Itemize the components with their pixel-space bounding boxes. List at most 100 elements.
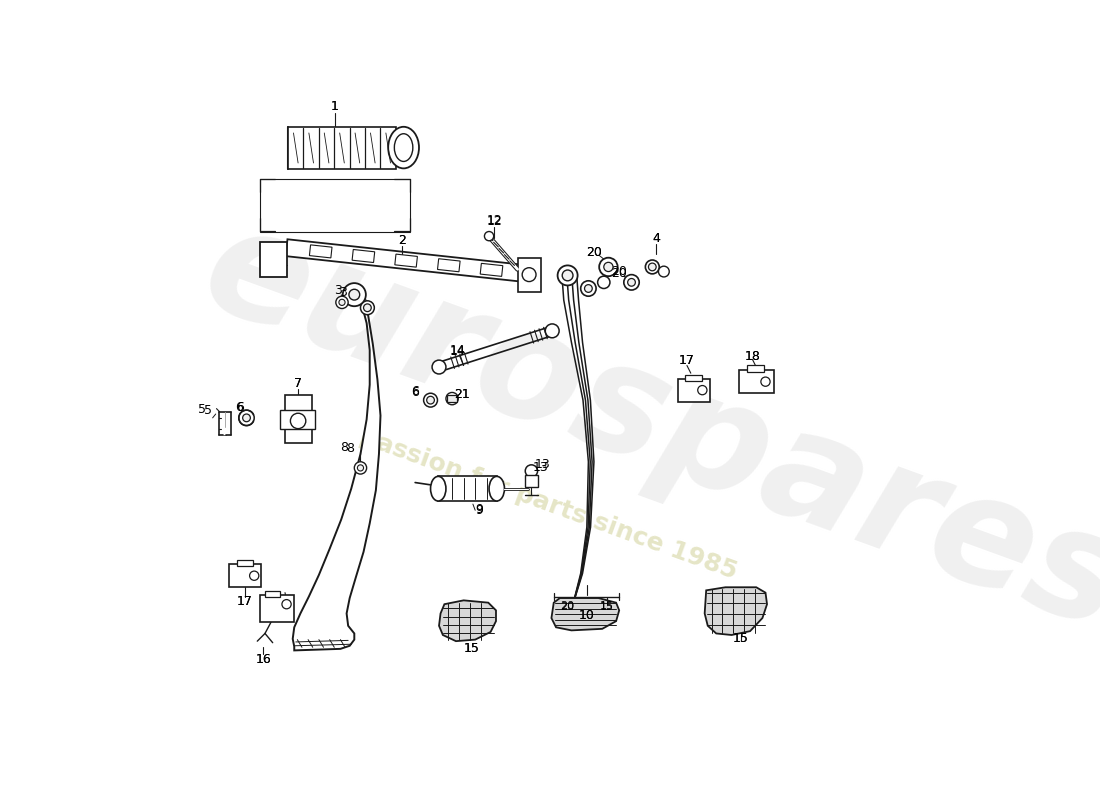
Ellipse shape [490, 476, 505, 501]
Text: 10: 10 [579, 610, 595, 622]
Bar [260, 595, 295, 622]
Bar [260, 242, 286, 277]
Circle shape [290, 414, 306, 429]
Text: 6: 6 [411, 385, 419, 398]
Text: 10: 10 [579, 610, 595, 622]
Bar [288, 126, 396, 169]
Circle shape [697, 386, 707, 394]
Bar [438, 476, 497, 501]
Circle shape [546, 324, 559, 338]
Polygon shape [551, 598, 619, 630]
Ellipse shape [395, 134, 412, 162]
Text: 15: 15 [463, 642, 480, 655]
Bar [739, 370, 774, 394]
Text: 15: 15 [733, 632, 749, 646]
Polygon shape [481, 263, 503, 276]
Circle shape [336, 296, 349, 309]
Bar [517, 258, 541, 292]
Ellipse shape [388, 127, 419, 168]
Circle shape [604, 262, 613, 271]
Text: 9: 9 [475, 504, 483, 517]
Text: 2: 2 [398, 234, 406, 247]
Text: 3: 3 [339, 286, 346, 299]
Circle shape [597, 276, 609, 289]
Text: 8: 8 [345, 442, 354, 455]
Bar [260, 179, 409, 231]
Text: 13: 13 [535, 458, 550, 470]
Circle shape [562, 270, 573, 281]
Text: 15: 15 [600, 602, 614, 611]
Bar [229, 564, 261, 587]
Text: 13: 13 [532, 461, 549, 474]
Circle shape [354, 462, 366, 474]
Circle shape [339, 299, 345, 306]
Text: 16: 16 [255, 653, 272, 666]
Text: 6: 6 [411, 386, 419, 399]
Circle shape [584, 285, 592, 292]
Circle shape [522, 268, 536, 282]
Text: 2: 2 [398, 234, 406, 247]
Circle shape [526, 465, 538, 477]
Text: 20: 20 [561, 602, 574, 611]
Circle shape [427, 396, 434, 404]
Text: 6: 6 [235, 401, 243, 414]
Circle shape [659, 266, 669, 277]
Text: 4: 4 [652, 232, 660, 245]
Text: 21: 21 [454, 388, 470, 402]
Text: 18: 18 [745, 350, 760, 362]
Polygon shape [705, 587, 767, 635]
Bar [747, 366, 763, 372]
Text: 5: 5 [204, 404, 212, 417]
Circle shape [646, 260, 659, 274]
Text: 12: 12 [486, 215, 503, 228]
Bar [285, 394, 312, 442]
Text: eurospares: eurospares [185, 192, 1100, 662]
Text: 20: 20 [586, 246, 603, 259]
Bar [236, 559, 253, 566]
Text: 1: 1 [331, 100, 339, 114]
Circle shape [628, 278, 636, 286]
Text: 20: 20 [586, 246, 603, 259]
Text: 1: 1 [331, 100, 339, 114]
Text: 17: 17 [679, 354, 695, 367]
Text: 20: 20 [561, 601, 574, 610]
Text: 12: 12 [486, 214, 503, 227]
Circle shape [424, 394, 438, 407]
Circle shape [243, 414, 251, 422]
Text: 17: 17 [236, 594, 253, 608]
Polygon shape [352, 250, 375, 262]
Text: 4: 4 [652, 232, 660, 245]
Polygon shape [395, 254, 417, 267]
Text: 20: 20 [612, 265, 627, 278]
Text: 18: 18 [745, 350, 760, 362]
Polygon shape [293, 294, 381, 650]
Text: 7: 7 [294, 378, 302, 390]
Text: 17: 17 [679, 354, 695, 367]
Circle shape [361, 301, 374, 314]
Text: 3: 3 [334, 283, 342, 297]
Text: 14: 14 [450, 344, 465, 358]
Bar [280, 410, 315, 430]
Circle shape [484, 231, 494, 241]
Polygon shape [309, 245, 332, 258]
Circle shape [343, 283, 366, 306]
Text: 8: 8 [340, 442, 348, 454]
Circle shape [581, 281, 596, 296]
Text: 17: 17 [236, 594, 253, 608]
Text: 21: 21 [454, 388, 470, 402]
Circle shape [761, 377, 770, 386]
Circle shape [600, 258, 618, 276]
Text: 6: 6 [236, 402, 244, 414]
Text: 15: 15 [600, 601, 614, 610]
Text: passion for parts since 1985: passion for parts since 1985 [356, 424, 740, 584]
Bar [448, 394, 458, 402]
Text: 20: 20 [612, 266, 627, 280]
Circle shape [282, 599, 292, 609]
Circle shape [239, 410, 254, 426]
Circle shape [363, 304, 372, 312]
Circle shape [358, 465, 363, 471]
Polygon shape [286, 239, 522, 282]
Ellipse shape [430, 476, 446, 501]
Text: 15: 15 [463, 642, 480, 655]
Bar [685, 374, 703, 381]
